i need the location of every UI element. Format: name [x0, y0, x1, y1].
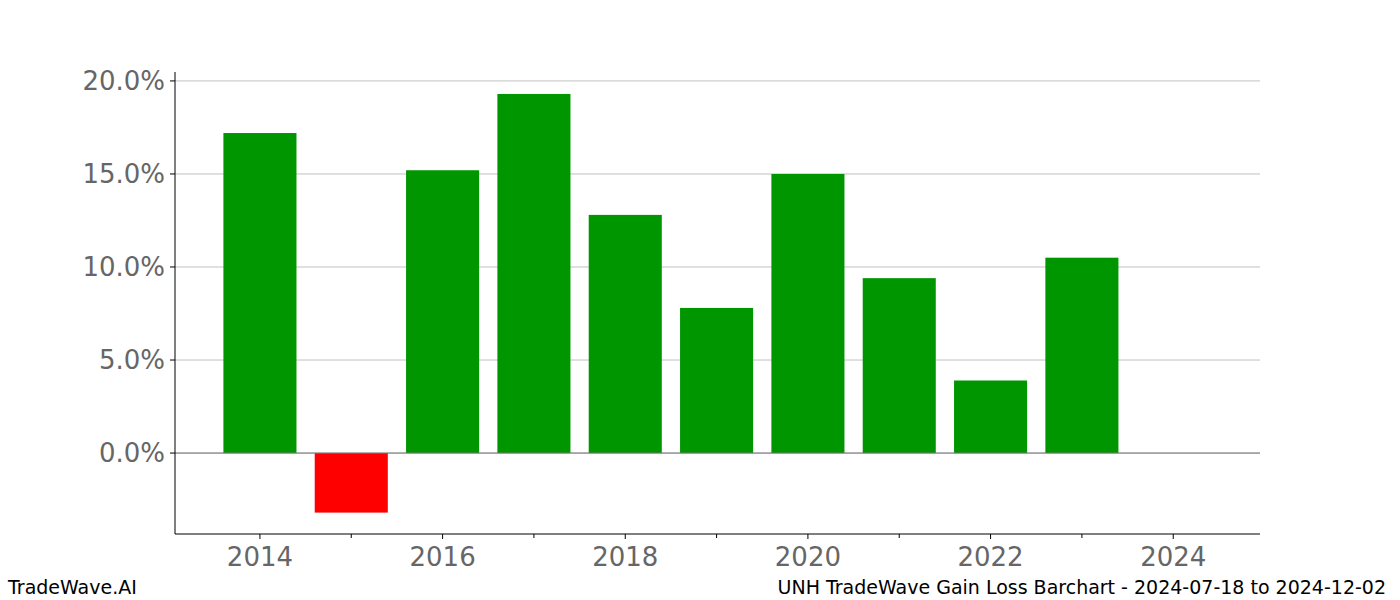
x-minor-tick [899, 534, 900, 538]
bar [680, 308, 753, 453]
x-minor-tick [1081, 534, 1082, 538]
grid-line [175, 80, 1260, 81]
x-minor-tick [533, 534, 534, 538]
bar [954, 380, 1027, 453]
y-tick [170, 266, 175, 267]
x-tick-label: 2024 [1140, 542, 1206, 572]
x-tick-label: 2014 [227, 542, 293, 572]
y-axis [175, 72, 176, 534]
y-tick [170, 173, 175, 174]
y-tick-label: 0.0% [99, 438, 165, 468]
bar [589, 215, 662, 453]
x-tick [807, 534, 808, 539]
title: UNH TradeWave Gain Loss Barchart - 2024-… [778, 576, 1386, 598]
x-tick [990, 534, 991, 539]
x-tick-label: 2020 [775, 542, 841, 572]
bar [497, 94, 570, 453]
x-tick [625, 534, 626, 539]
x-minor-tick [716, 534, 717, 538]
bar [223, 133, 296, 453]
x-minor-tick [351, 534, 352, 538]
x-tick-label: 2022 [957, 542, 1023, 572]
y-tick-label: 20.0% [82, 66, 165, 96]
bar [863, 278, 936, 453]
y-tick [170, 80, 175, 81]
baseline [175, 453, 1260, 454]
grid-line [175, 453, 1260, 454]
y-tick [170, 453, 175, 454]
bar [771, 174, 844, 453]
bars [223, 94, 1118, 513]
bar [1045, 258, 1118, 453]
x-tick-label: 2016 [410, 542, 476, 572]
y-tick-label: 15.0% [82, 159, 165, 189]
x-axis [175, 534, 1260, 535]
grid-line [175, 173, 1260, 174]
bar [406, 170, 479, 453]
y-tick-label: 5.0% [99, 345, 165, 375]
source: TradeWave.AI [7, 576, 137, 598]
x-tick [1173, 534, 1174, 539]
x-tick-label: 2018 [592, 542, 658, 572]
y-tick [170, 360, 175, 361]
chart: 0.0% 5.0% 10.0% 15.0% 20.0% 2014 2016 2018 2020 2… [0, 0, 1400, 600]
y-tick-label: 10.0% [82, 252, 165, 282]
x-tick [442, 534, 443, 539]
x-tick [259, 534, 260, 539]
bar [315, 453, 388, 513]
